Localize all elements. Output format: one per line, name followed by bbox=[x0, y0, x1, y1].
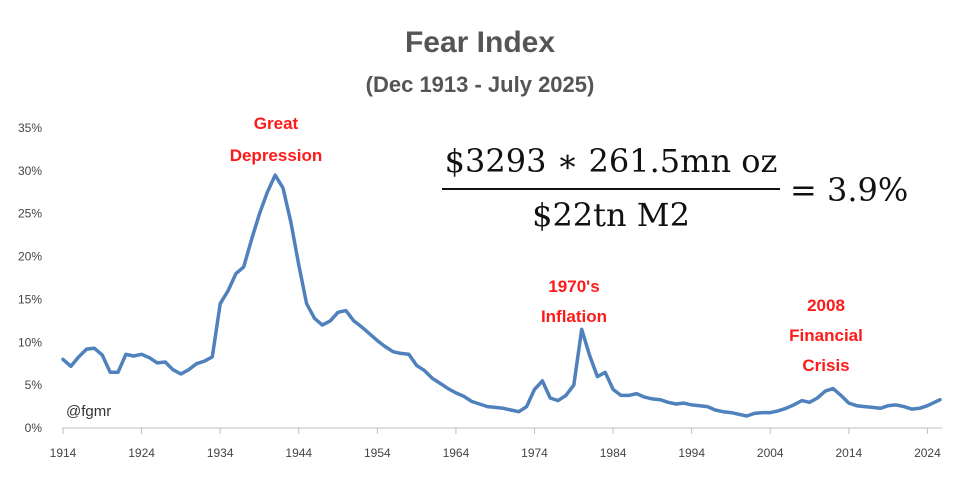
x-tick-label: 1994 bbox=[678, 446, 705, 460]
y-tick-label: 20% bbox=[18, 250, 42, 264]
y-tick-label: 25% bbox=[18, 207, 42, 221]
formula-numerator: $3293 ∗ 261.5mn oz bbox=[445, 142, 778, 180]
chart-subtitle: (Dec 1913 - July 2025) bbox=[366, 72, 595, 97]
fear-index-series-line bbox=[61, 173, 942, 418]
y-tick-label: 10% bbox=[18, 335, 42, 349]
y-tick-label: 30% bbox=[18, 164, 42, 178]
x-tick-label: 2024 bbox=[914, 446, 941, 460]
x-tick-label: 2004 bbox=[757, 446, 784, 460]
annotation-1970s-inflation-line2: Inflation bbox=[541, 307, 607, 326]
x-tick-label: 1954 bbox=[364, 446, 391, 460]
x-tick-label: 1914 bbox=[50, 446, 77, 460]
x-tick-label: 1944 bbox=[285, 446, 312, 460]
formula-denominator: $22tn M2 bbox=[532, 196, 690, 234]
x-tick-label: 1934 bbox=[207, 446, 234, 460]
y-tick-label: 5% bbox=[25, 378, 43, 392]
annotation-2008-crisis-line3: Crisis bbox=[802, 356, 849, 375]
y-tick-label: 15% bbox=[18, 292, 42, 306]
y-tick-label: 0% bbox=[25, 421, 43, 435]
x-tick-label: 1984 bbox=[600, 446, 627, 460]
x-tick-label: 2014 bbox=[835, 446, 862, 460]
annotation-great-depression-line2: Depression bbox=[230, 146, 323, 165]
formula-result: = 3.9% bbox=[790, 171, 908, 209]
y-axis-ticks: 0% 5% 10% 15% 20% 25% 30% 35% bbox=[18, 121, 42, 435]
watermark: @fgmr bbox=[66, 403, 111, 420]
annotation-great-depression-line1: Great bbox=[254, 114, 299, 133]
x-tick-label: 1924 bbox=[128, 446, 155, 460]
x-tick-label: 1964 bbox=[443, 446, 470, 460]
annotation-2008-crisis-line2: Financial bbox=[789, 326, 863, 345]
chart-title: Fear Index bbox=[405, 26, 555, 59]
y-tick-label: 35% bbox=[18, 121, 42, 135]
x-axis-tickmarks bbox=[62, 428, 928, 434]
x-tick-label: 1974 bbox=[521, 446, 548, 460]
annotation-2008-crisis-line1: 2008 bbox=[807, 296, 845, 315]
annotation-1970s-inflation-line1: 1970's bbox=[548, 277, 599, 296]
x-axis-ticks: 1914 1924 1934 1944 1954 1964 1974 1984 1994 2004… bbox=[50, 446, 941, 460]
